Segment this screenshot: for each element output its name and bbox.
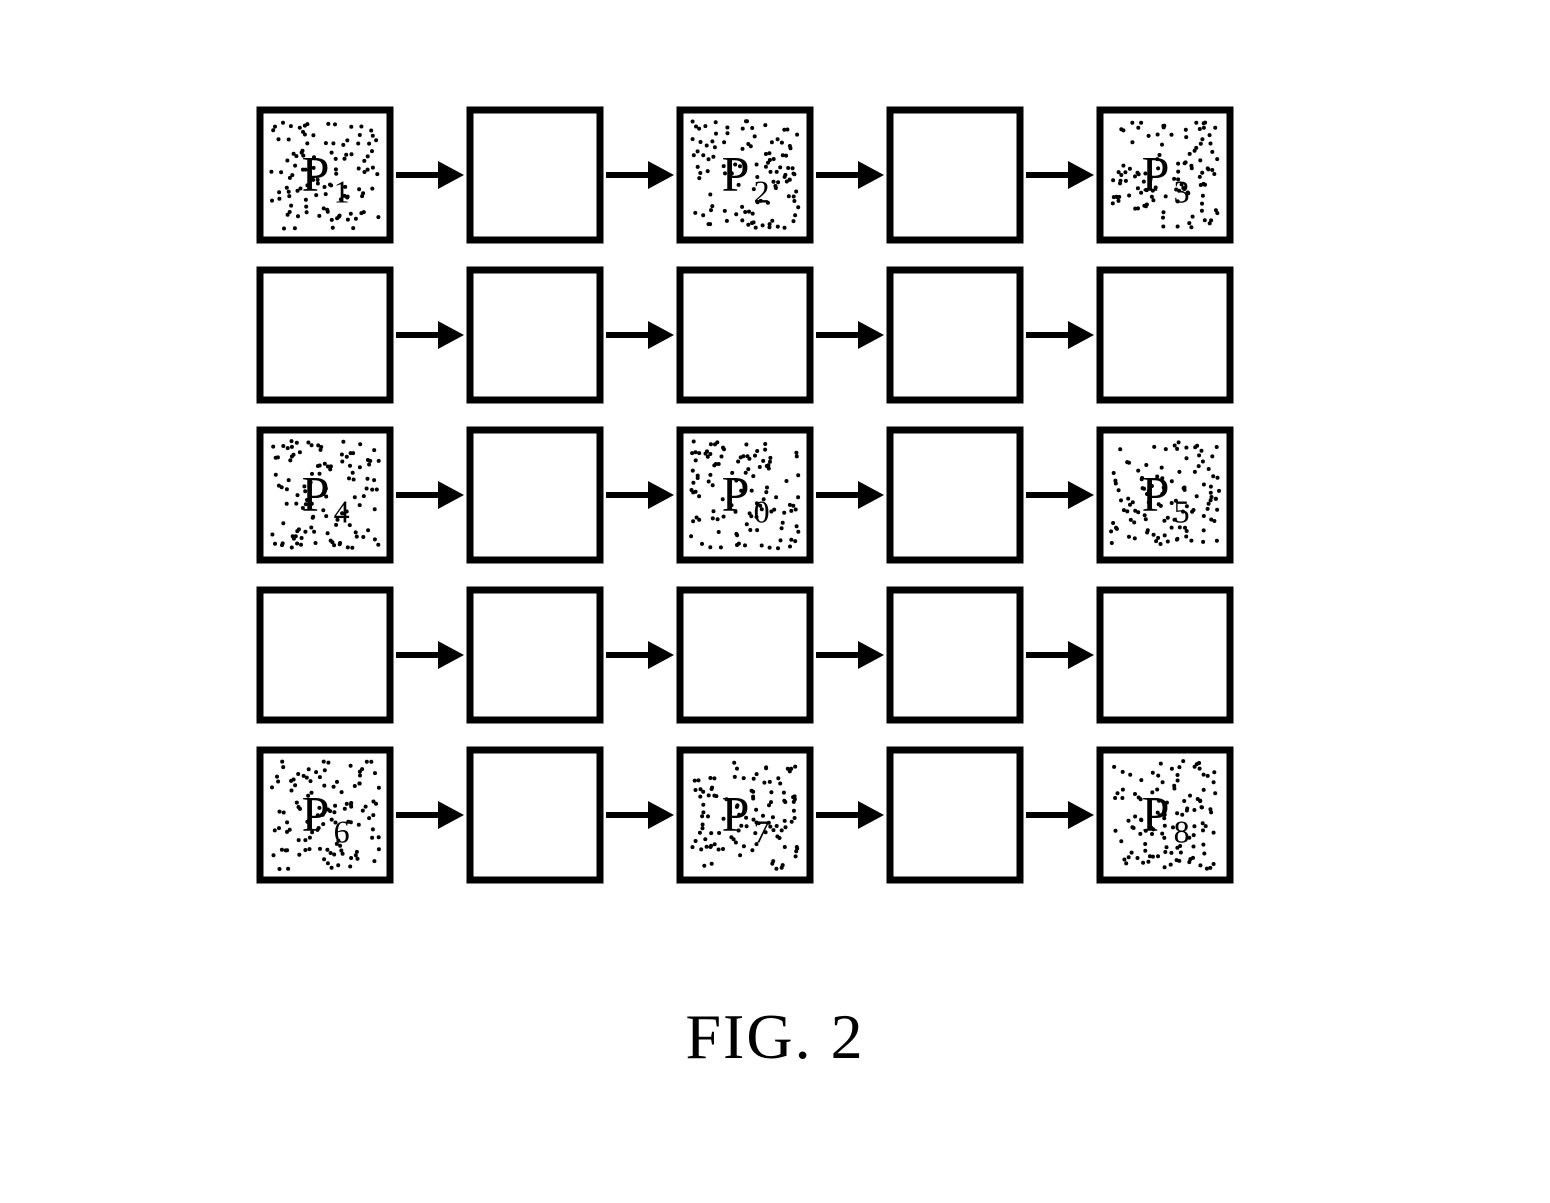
node-label: P	[302, 146, 330, 202]
empty-node	[890, 750, 1020, 880]
node-label-subscript: 6	[334, 814, 350, 850]
empty-node	[470, 590, 600, 720]
arrow-right	[1026, 801, 1094, 829]
arrow-right	[606, 801, 674, 829]
node-label-subscript: 0	[754, 494, 770, 530]
empty-node	[470, 270, 600, 400]
labeled-node-p1: P1	[260, 110, 390, 240]
arrow-right	[396, 161, 464, 189]
node-label: P	[722, 786, 750, 842]
labeled-node-p5: P5	[1100, 430, 1230, 560]
arrow-right	[816, 321, 884, 349]
node-label: P	[302, 786, 330, 842]
figure-caption: FIG. 2	[0, 1000, 1550, 1074]
node-label: P	[1142, 786, 1170, 842]
empty-node	[470, 750, 600, 880]
node-label: P	[1142, 146, 1170, 202]
node-label-subscript: 7	[754, 814, 770, 850]
empty-node	[1100, 590, 1230, 720]
arrow-right	[816, 481, 884, 509]
empty-node	[890, 270, 1020, 400]
arrow-right	[396, 801, 464, 829]
arrow-right	[606, 641, 674, 669]
empty-node	[890, 430, 1020, 560]
labeled-node-p6: P6	[260, 750, 390, 880]
arrow-right	[1026, 481, 1094, 509]
node-label: P	[302, 466, 330, 522]
node-label-subscript: 4	[334, 494, 350, 530]
node-label-subscript: 8	[1174, 814, 1190, 850]
arrow-right	[606, 161, 674, 189]
labeled-node-p3: P3	[1100, 110, 1230, 240]
node-label-subscript: 1	[334, 174, 350, 210]
arrow-right	[1026, 321, 1094, 349]
empty-node	[680, 590, 810, 720]
empty-node	[260, 590, 390, 720]
node-label: P	[722, 146, 750, 202]
empty-node	[1100, 270, 1230, 400]
node-label: P	[1142, 466, 1170, 522]
empty-node	[890, 110, 1020, 240]
labeled-node-p7: P7	[680, 750, 810, 880]
diagram-container: P1P2P3P4P0P5P6P7P8 FIG. 2	[0, 0, 1550, 1203]
arrow-right	[396, 321, 464, 349]
arrow-right	[1026, 161, 1094, 189]
node-label-subscript: 2	[754, 174, 770, 210]
empty-node	[890, 590, 1020, 720]
arrow-right	[396, 481, 464, 509]
empty-node	[260, 270, 390, 400]
empty-node	[470, 430, 600, 560]
arrow-right	[606, 481, 674, 509]
node-label-subscript: 3	[1174, 174, 1190, 210]
arrow-right	[816, 161, 884, 189]
arrow-right	[606, 321, 674, 349]
labeled-node-p2: P2	[680, 110, 810, 240]
labeled-node-p0: P0	[680, 430, 810, 560]
node-label-subscript: 5	[1174, 494, 1190, 530]
arrow-right	[816, 801, 884, 829]
labeled-node-p8: P8	[1100, 750, 1230, 880]
labeled-node-p4: P4	[260, 430, 390, 560]
empty-node	[680, 270, 810, 400]
empty-node	[470, 110, 600, 240]
arrow-right	[816, 641, 884, 669]
arrow-right	[396, 641, 464, 669]
node-label: P	[722, 466, 750, 522]
arrow-right	[1026, 641, 1094, 669]
